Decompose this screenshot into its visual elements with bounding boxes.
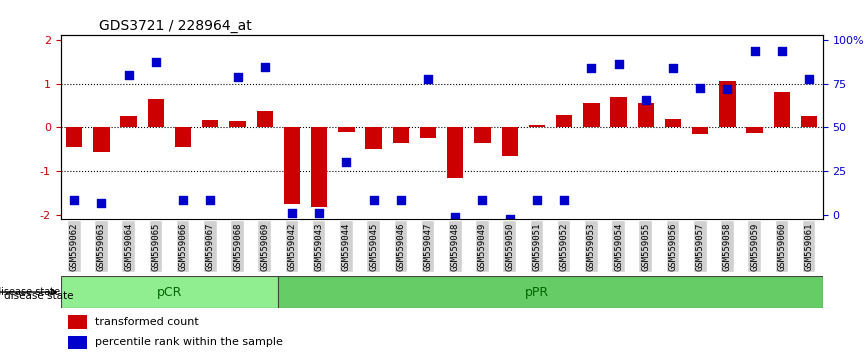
Text: GSM559046: GSM559046 xyxy=(397,222,405,271)
Bar xyxy=(447,127,463,178)
Text: GSM559066: GSM559066 xyxy=(178,222,188,271)
Text: GSM559050: GSM559050 xyxy=(505,222,514,271)
Text: GSM559054: GSM559054 xyxy=(614,222,623,271)
Point xyxy=(666,65,680,71)
Text: GSM559062: GSM559062 xyxy=(70,222,79,271)
Point xyxy=(285,210,299,216)
Bar xyxy=(66,127,82,147)
Point xyxy=(149,59,163,64)
Point xyxy=(339,159,353,165)
Point xyxy=(694,85,708,91)
Bar xyxy=(801,116,818,127)
Point xyxy=(68,197,81,202)
Text: GSM559044: GSM559044 xyxy=(342,222,351,271)
Point xyxy=(122,72,136,78)
Bar xyxy=(583,103,599,127)
Text: GDS3721 / 228964_at: GDS3721 / 228964_at xyxy=(99,19,251,33)
Point xyxy=(258,64,272,70)
Text: GSM559069: GSM559069 xyxy=(261,222,269,271)
FancyBboxPatch shape xyxy=(61,276,278,308)
Point xyxy=(94,200,108,206)
Text: pPR: pPR xyxy=(525,286,549,298)
Bar xyxy=(339,127,354,132)
Point xyxy=(721,86,734,92)
Text: GSM559068: GSM559068 xyxy=(233,222,242,271)
Bar xyxy=(94,127,110,152)
Text: disease state: disease state xyxy=(4,291,74,301)
Text: GSM559045: GSM559045 xyxy=(369,222,378,271)
Point xyxy=(747,48,761,53)
Bar xyxy=(120,116,137,127)
Point xyxy=(366,197,380,202)
Point xyxy=(585,65,598,71)
Bar xyxy=(692,127,708,134)
Bar xyxy=(720,81,735,127)
Point xyxy=(557,197,571,202)
Bar xyxy=(746,127,763,133)
Point xyxy=(176,197,190,202)
Text: GSM559043: GSM559043 xyxy=(314,222,324,271)
Text: percentile rank within the sample: percentile rank within the sample xyxy=(95,337,283,348)
Bar xyxy=(229,121,246,127)
Bar xyxy=(392,127,409,143)
Bar xyxy=(665,119,682,127)
Bar xyxy=(529,125,545,127)
Point xyxy=(421,76,435,82)
Bar xyxy=(420,127,436,138)
Bar xyxy=(256,111,273,127)
Bar xyxy=(68,336,87,349)
Bar xyxy=(475,127,491,143)
Bar xyxy=(365,127,382,149)
Point xyxy=(611,61,625,67)
Bar xyxy=(637,103,654,127)
Point xyxy=(530,197,544,202)
Text: GSM559059: GSM559059 xyxy=(750,222,759,271)
Text: GSM559053: GSM559053 xyxy=(587,222,596,271)
Point xyxy=(503,217,517,222)
Bar xyxy=(611,97,627,127)
Text: GSM559047: GSM559047 xyxy=(423,222,432,271)
Bar xyxy=(148,99,164,127)
Text: GSM559063: GSM559063 xyxy=(97,222,106,271)
Bar xyxy=(175,127,191,147)
Text: GSM559065: GSM559065 xyxy=(152,222,160,271)
Bar xyxy=(202,120,218,127)
Point xyxy=(775,48,789,53)
Text: GSM559051: GSM559051 xyxy=(533,222,541,271)
Point xyxy=(230,74,244,80)
Point xyxy=(313,210,326,216)
Text: GSM559057: GSM559057 xyxy=(695,222,705,271)
Bar xyxy=(501,127,518,156)
FancyBboxPatch shape xyxy=(278,276,823,308)
Text: pCR: pCR xyxy=(157,286,182,298)
Bar xyxy=(68,315,87,329)
Text: transformed count: transformed count xyxy=(95,317,198,327)
Point xyxy=(394,197,408,202)
Text: GSM559042: GSM559042 xyxy=(288,222,296,271)
Point xyxy=(639,97,653,103)
Bar xyxy=(311,127,327,207)
Text: GSM559061: GSM559061 xyxy=(805,222,813,271)
Point xyxy=(204,197,217,202)
Text: GSM559052: GSM559052 xyxy=(559,222,569,271)
Point xyxy=(475,197,489,202)
Text: GSM559067: GSM559067 xyxy=(206,222,215,271)
Bar xyxy=(556,115,572,127)
Text: GSM559049: GSM559049 xyxy=(478,222,487,271)
Bar xyxy=(773,91,790,127)
Text: GSM559048: GSM559048 xyxy=(451,222,460,271)
Point xyxy=(449,215,462,220)
Text: GSM559058: GSM559058 xyxy=(723,222,732,271)
Point xyxy=(802,76,816,82)
Bar xyxy=(284,127,301,204)
Text: GSM559055: GSM559055 xyxy=(642,222,650,271)
Text: GSM559056: GSM559056 xyxy=(669,222,677,271)
Text: GSM559064: GSM559064 xyxy=(124,222,133,271)
Text: disease state: disease state xyxy=(0,287,61,297)
Text: GSM559060: GSM559060 xyxy=(778,222,786,271)
